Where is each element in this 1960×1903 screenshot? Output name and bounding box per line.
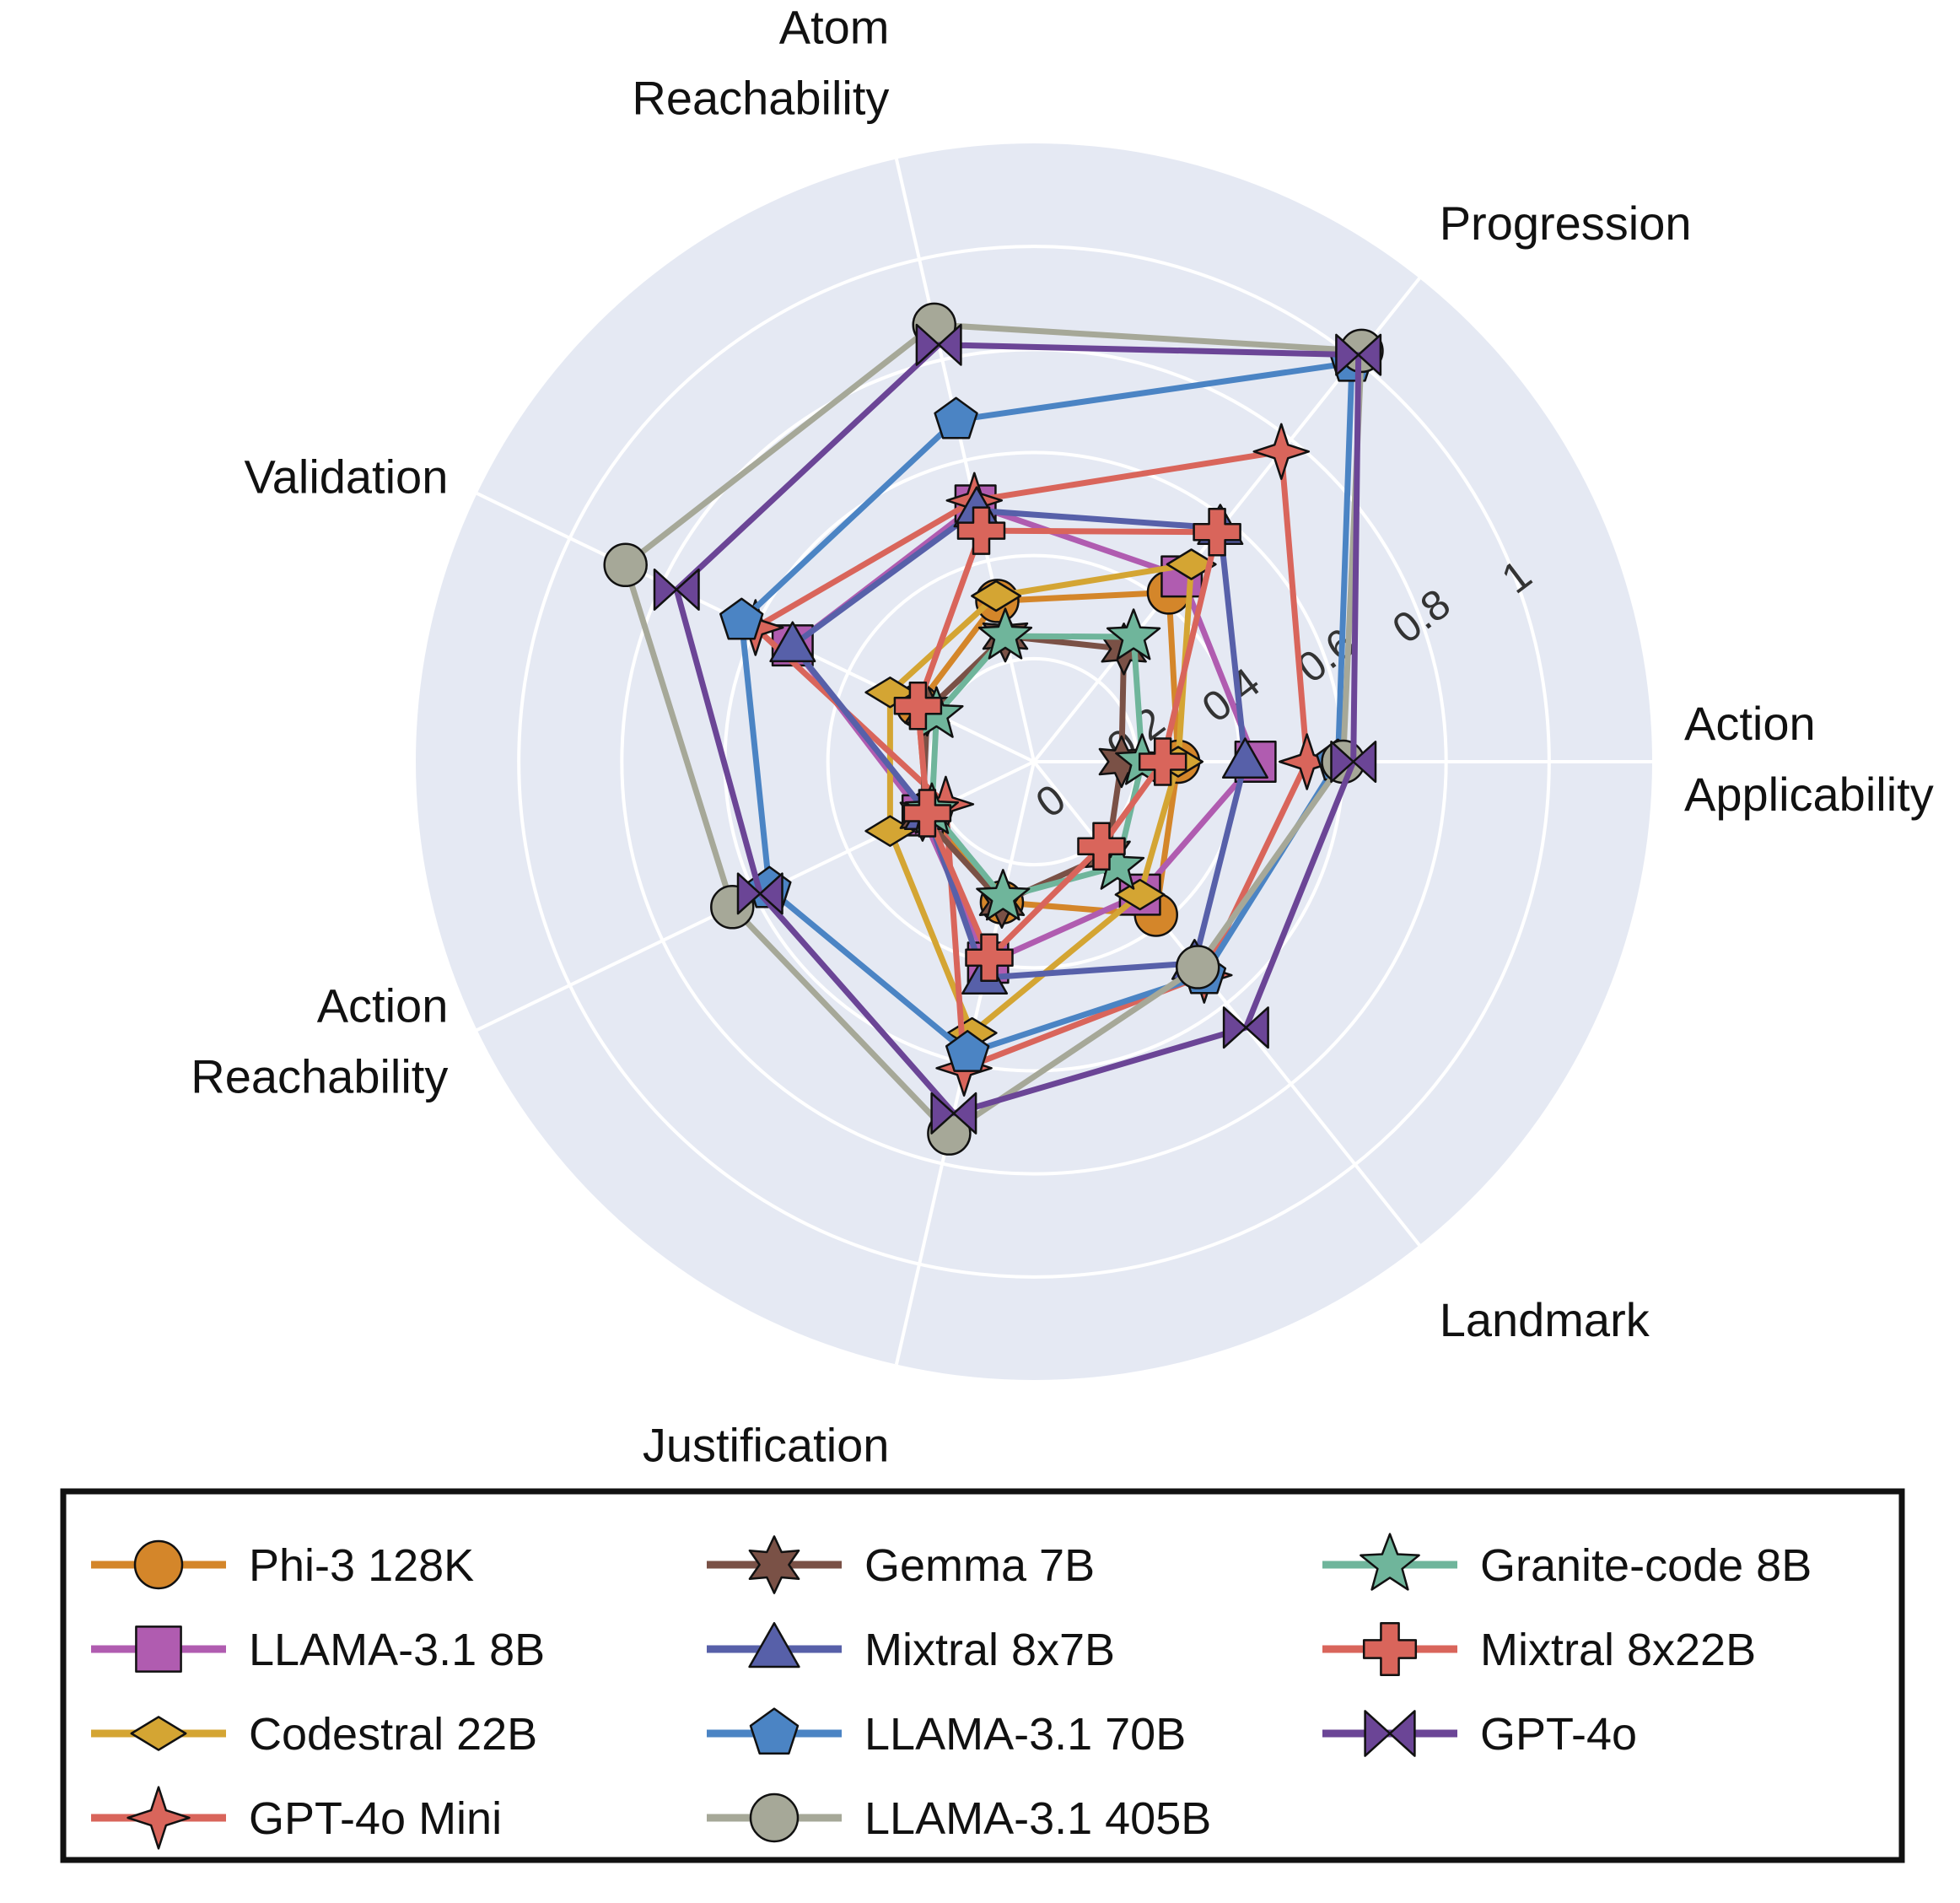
point-mixtral-8x22b-6	[1077, 822, 1126, 871]
spoke-2	[894, 158, 1036, 763]
legend-label-gpt-4o-mini: GPT-4o Mini	[249, 1793, 502, 1844]
axis-label-2: Atom Reachability	[632, 0, 889, 124]
axis-label-6: Landmark	[1440, 1293, 1650, 1346]
legend-marker-gemma-7b	[748, 1535, 800, 1594]
axis-label-3: Validation	[245, 450, 449, 503]
series-gpt-4o	[653, 323, 1382, 1135]
legend-marker-llama-3-1-8b	[135, 1625, 182, 1673]
point-mixtral-8x7b-0	[1221, 737, 1268, 779]
point-llama-3-1-70b-2	[934, 396, 978, 439]
legend-item-gpt-4o: GPT-4o	[1322, 1709, 1637, 1760]
legend-label-llama-3-1-8b: LLAMA-3.1 8B	[249, 1625, 545, 1675]
axis-label-1-line-0: Progression	[1440, 197, 1692, 250]
legend-item-mixtral-8x22b: Mixtral 8x22B	[1322, 1621, 1756, 1677]
legend-label-codestral-22b: Codestral 22B	[249, 1709, 537, 1760]
legend-item-granite-code-8b: Granite-code 8B	[1322, 1533, 1812, 1591]
legend-label-mixtral-8x22b: Mixtral 8x22B	[1480, 1625, 1756, 1675]
series-line-mixtral-8x22b	[914, 527, 1220, 961]
legend-label-gpt-4o: GPT-4o	[1480, 1709, 1637, 1760]
legend-label-llama-3-1-70b: LLAMA-3.1 70B	[864, 1709, 1186, 1760]
legend-item-mixtral-8x7b: Mixtral 8x7B	[707, 1621, 1115, 1675]
point-granite-code-8b-5	[976, 869, 1031, 921]
series-line-gpt-4o	[673, 342, 1362, 1117]
legend-label-phi-3-128k: Phi-3 128K	[249, 1540, 474, 1591]
point-codestral-22b-6	[1114, 878, 1166, 911]
point-mixtral-8x22b-5	[965, 933, 1014, 983]
point-gpt-4o-4	[736, 872, 783, 915]
point-granite-code-8b-1	[1106, 608, 1161, 660]
legend-item-llama-3-1-8b: LLAMA-3.1 8B	[91, 1625, 545, 1675]
point-codestral-22b-1	[1166, 548, 1217, 580]
point-mixtral-8x22b-2	[956, 506, 1006, 555]
point-gpt-4o-5	[930, 1092, 977, 1135]
point-granite-code-8b-2	[977, 607, 1033, 660]
point-mixtral-8x22b-3	[893, 681, 943, 730]
axis-label-2-line-1: Reachability	[632, 71, 889, 124]
point-gpt-4o-mini-1	[1252, 423, 1311, 481]
point-codestral-22b-2	[971, 580, 1022, 612]
axis-label-3-line-0: Validation	[245, 450, 449, 503]
legend-label-llama-3-1-405b: LLAMA-3.1 405B	[864, 1793, 1211, 1844]
legend-item-codestral-22b: Codestral 22B	[91, 1709, 537, 1760]
point-gpt-4o-1	[1335, 333, 1382, 376]
series-line-granite-code-8b	[929, 633, 1145, 901]
axis-label-1: Progression	[1440, 197, 1692, 250]
point-mixtral-8x22b-1	[1193, 508, 1241, 557]
legend: Phi-3 128K LLAMA-3.1 8B Codestral 22B GPT-4…	[60, 1488, 1905, 1863]
point-gpt-4o-2	[915, 323, 962, 366]
point-llama-3-1-70b-5	[945, 1029, 990, 1072]
axis-label-5: Justification	[643, 1419, 890, 1472]
legend-item-gpt-4o-mini: GPT-4o Mini	[91, 1786, 502, 1850]
series-mixtral-8x22b	[893, 506, 1241, 983]
legend-marker-codestral-22b	[130, 1716, 187, 1751]
legend-label-mixtral-8x7b: Mixtral 8x7B	[864, 1625, 1115, 1675]
legend-marker-llama-3-1-405b	[749, 1792, 800, 1843]
point-mixtral-8x7b-3	[769, 621, 816, 663]
legend-marker-mixtral-8x22b	[1362, 1621, 1418, 1677]
series-line-codestral-22b	[886, 561, 1195, 1037]
point-llama-3-1-405b-3	[603, 542, 648, 588]
axis-label-4-line-1: Reachability	[191, 1050, 448, 1103]
legend-box	[60, 1488, 1905, 1863]
legend-item-llama-3-1-405b: LLAMA-3.1 405B	[707, 1792, 1211, 1844]
legend-item-llama-3-1-70b: LLAMA-3.1 70B	[707, 1707, 1186, 1760]
axis-label-0: Action Applicability	[1684, 697, 1934, 821]
series-line-llama-3-1-405b	[622, 321, 1365, 1137]
axis-label-6-line-0: Landmark	[1440, 1293, 1650, 1346]
legend-item-phi-3-128k: Phi-3 128K	[91, 1539, 474, 1591]
point-gpt-4o-3	[653, 568, 700, 611]
axis-label-0-line-1: Applicability	[1684, 768, 1934, 821]
radar-plot-area: 00.20.40.60.81ActionApplicabilityProgres…	[191, 0, 1933, 1471]
axis-label-5-line-0: Justification	[643, 1419, 890, 1472]
legend-marker-phi-3-128k	[133, 1539, 184, 1590]
legend-label-granite-code-8b: Granite-code 8B	[1480, 1540, 1812, 1591]
point-gpt-4o-0	[1330, 741, 1377, 784]
point-gpt-4o-6	[1222, 1006, 1269, 1049]
point-mixtral-8x22b-4	[902, 789, 952, 838]
point-mixtral-8x22b-0	[1138, 737, 1187, 786]
axis-label-4: Action Reachability	[191, 979, 448, 1103]
legend-marker-gpt-4o	[1364, 1710, 1416, 1757]
axis-label-4-line-0: Action	[317, 979, 449, 1032]
axis-label-0-line-0: Action	[1684, 697, 1816, 750]
point-llama-3-1-70b-3	[719, 597, 764, 640]
legend-marker-gpt-4o-mini	[127, 1786, 191, 1850]
legend-item-gemma-7b: Gemma 7B	[707, 1535, 1095, 1594]
legend-marker-llama-3-1-70b	[749, 1707, 800, 1755]
point-llama-3-1-405b-6	[1175, 945, 1220, 989]
axis-label-2-line-0: Atom	[779, 0, 890, 53]
series-line-mixtral-8x7b	[789, 507, 1248, 981]
legend-marker-mixtral-8x7b	[748, 1621, 800, 1668]
legend-label-gemma-7b: Gemma 7B	[864, 1540, 1095, 1591]
legend-marker-granite-code-8b	[1360, 1533, 1420, 1591]
